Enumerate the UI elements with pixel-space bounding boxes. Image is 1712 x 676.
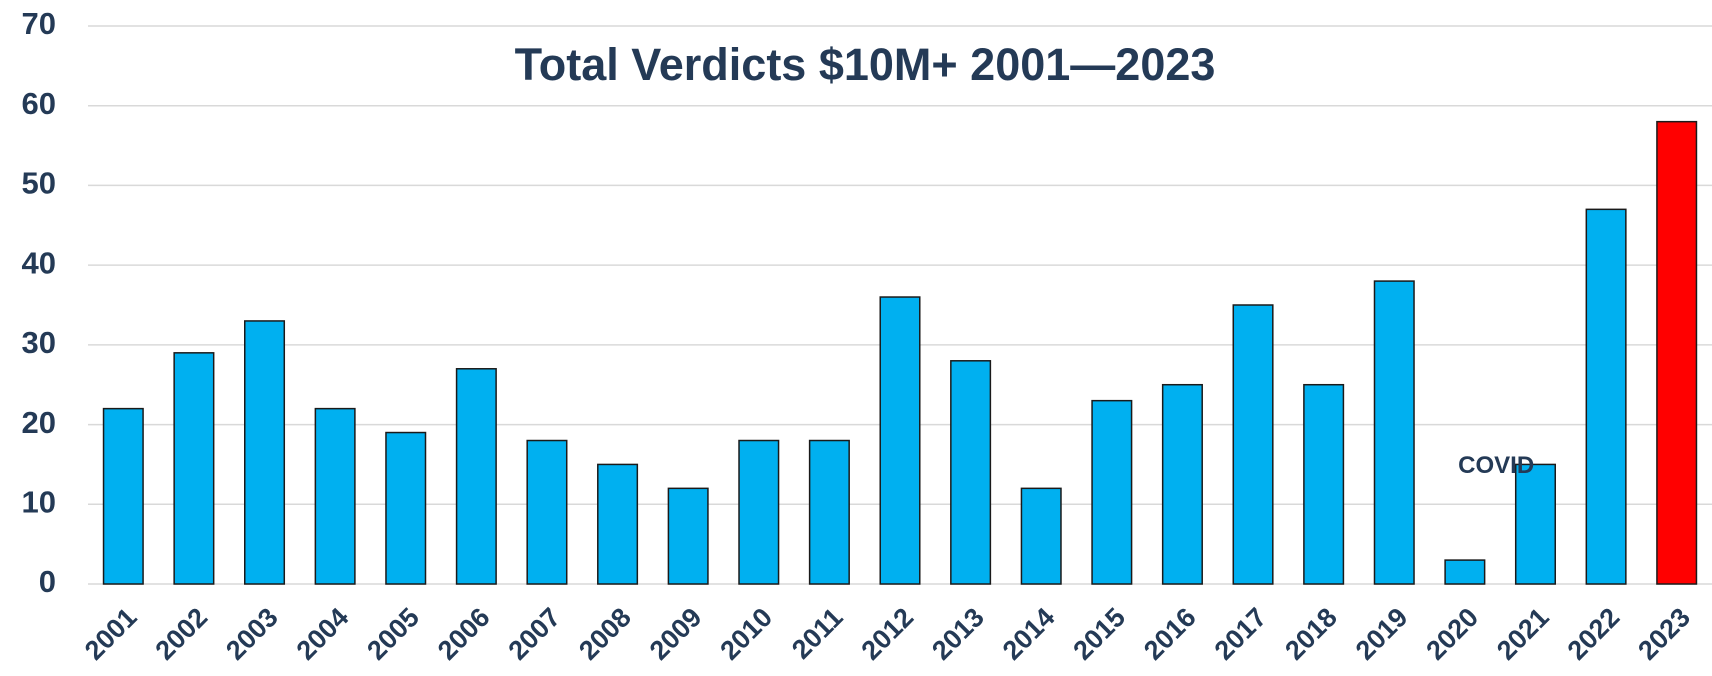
bar — [244, 320, 286, 585]
x-tick-label: 2006 — [432, 602, 496, 666]
x-tick-label: 2023 — [1632, 602, 1696, 666]
x-tick-label: 2010 — [714, 602, 778, 666]
y-tick-label: 50 — [22, 166, 56, 201]
bar — [808, 439, 850, 585]
x-tick-label: 2007 — [503, 602, 567, 666]
y-tick-label: 70 — [22, 6, 56, 41]
bar — [455, 368, 497, 585]
bar — [1656, 120, 1698, 585]
bar — [102, 407, 144, 585]
x-tick-label: 2019 — [1350, 602, 1414, 666]
x-tick-label: 2004 — [291, 602, 355, 666]
bar — [667, 487, 709, 585]
x-tick-label: 2008 — [573, 602, 637, 666]
x-tick-label: 2003 — [220, 602, 284, 666]
bar — [738, 439, 780, 585]
y-tick-label: 10 — [22, 484, 56, 519]
y-tick-label: 30 — [22, 325, 56, 360]
chart-title: Total Verdicts $10M+ 2001—2023 — [515, 39, 1216, 90]
bar — [314, 407, 356, 585]
x-tick-label: 2016 — [1138, 602, 1202, 666]
bar — [1444, 559, 1486, 585]
bar — [1161, 383, 1203, 585]
y-tick-label: 40 — [22, 245, 56, 280]
x-tick-label: 2009 — [644, 602, 708, 666]
x-tick-label: 2017 — [1209, 602, 1273, 666]
y-tick-label: 0 — [39, 564, 56, 599]
bar — [385, 431, 427, 585]
bar — [1232, 304, 1274, 585]
annotation: COVID — [1458, 452, 1534, 479]
x-tick-label: 2020 — [1420, 602, 1484, 666]
x-tick-label: 2005 — [361, 602, 425, 666]
bar — [1020, 487, 1062, 585]
x-tick-label: 2018 — [1279, 602, 1343, 666]
x-tick-label: 2012 — [856, 602, 920, 666]
x-tick-label: 2001 — [79, 602, 143, 666]
bar — [950, 360, 992, 585]
x-tick-label: 2014 — [997, 602, 1061, 666]
bar — [1373, 280, 1415, 585]
y-tick-label: 20 — [22, 405, 56, 440]
x-tick-label: 2011 — [786, 602, 849, 665]
bar — [173, 352, 215, 585]
bar — [879, 296, 921, 585]
x-tick-label: 2021 — [1491, 602, 1555, 666]
bar — [1303, 383, 1345, 585]
bar — [1585, 208, 1627, 585]
bar — [526, 439, 568, 585]
bar — [1091, 399, 1133, 585]
x-tick-label: 2022 — [1562, 602, 1626, 666]
x-tick-label: 2015 — [1067, 602, 1131, 666]
y-tick-label: 60 — [22, 86, 56, 121]
bar — [1514, 463, 1556, 585]
x-tick-label: 2013 — [926, 602, 990, 666]
x-tick-label: 2002 — [149, 602, 213, 666]
bar — [597, 463, 639, 585]
